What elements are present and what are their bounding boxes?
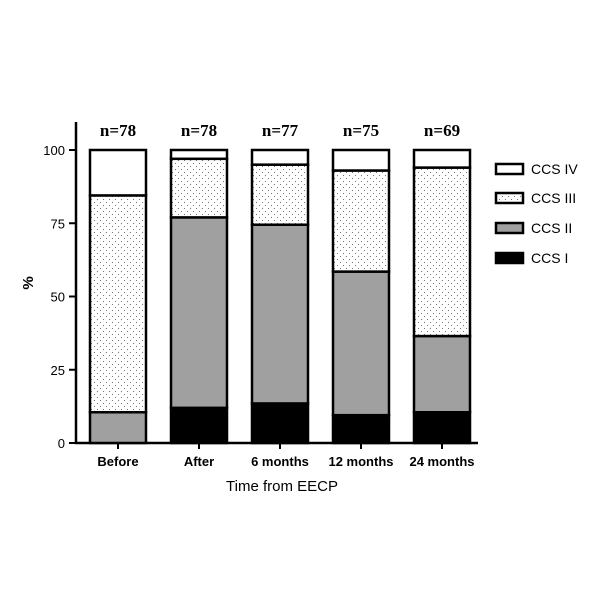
legend-swatch bbox=[494, 191, 525, 205]
sample-size-label: n=75 bbox=[343, 121, 379, 140]
legend-label: CCS II bbox=[531, 220, 572, 236]
x-tick-label: 24 months bbox=[409, 454, 474, 469]
legend-label: CCS III bbox=[531, 190, 576, 206]
x-tick-label: 12 months bbox=[328, 454, 393, 469]
y-axis-title: % bbox=[20, 276, 37, 289]
x-tick-label: 6 months bbox=[251, 454, 309, 469]
sample-size-label: n=78 bbox=[181, 121, 217, 140]
legend-swatch bbox=[494, 221, 525, 235]
bar-segment bbox=[250, 402, 310, 445]
y-tick-label: 100 bbox=[43, 143, 65, 158]
y-tick-label: 50 bbox=[51, 290, 65, 305]
x-axis-title: Time from EECP bbox=[226, 478, 338, 495]
legend-label: CCS IV bbox=[531, 161, 578, 177]
bar-segment bbox=[331, 413, 391, 445]
bar-segment bbox=[331, 148, 391, 172]
bar-segment bbox=[412, 334, 472, 414]
y-tick-label: 75 bbox=[51, 216, 65, 231]
legend-swatch bbox=[494, 162, 525, 176]
bar-segment bbox=[250, 148, 310, 166]
bar-segment bbox=[331, 270, 391, 417]
bar-segment bbox=[169, 216, 229, 410]
sample-size-label: n=77 bbox=[262, 121, 299, 140]
sample-size-label: n=69 bbox=[424, 121, 460, 140]
x-tick-label: Before bbox=[97, 454, 138, 469]
bar-segment bbox=[412, 166, 472, 338]
y-tick-label: 0 bbox=[58, 436, 65, 451]
bar-segment bbox=[250, 223, 310, 405]
bar-segment bbox=[169, 157, 229, 219]
bar-segment bbox=[412, 410, 472, 445]
legend: CCS IV CCS III CCS II CCS I bbox=[494, 161, 578, 266]
x-tick-label: After bbox=[184, 454, 214, 469]
bar-segment bbox=[88, 410, 148, 445]
legend-label: CCS I bbox=[531, 250, 568, 266]
bar-segment bbox=[88, 148, 148, 197]
plot-area: 0 25 50 75 100 Before n=78 After n=78 6 months n=7… bbox=[43, 121, 478, 469]
y-tick-label: 25 bbox=[51, 363, 65, 378]
bar-segment bbox=[88, 194, 148, 414]
bar-segment bbox=[169, 148, 229, 161]
bar-segment bbox=[250, 163, 310, 226]
bar-segment bbox=[412, 148, 472, 169]
legend-swatch bbox=[494, 251, 525, 265]
bar-segment bbox=[169, 406, 229, 445]
sample-size-label: n=78 bbox=[100, 121, 136, 140]
bar-segment bbox=[331, 169, 391, 273]
